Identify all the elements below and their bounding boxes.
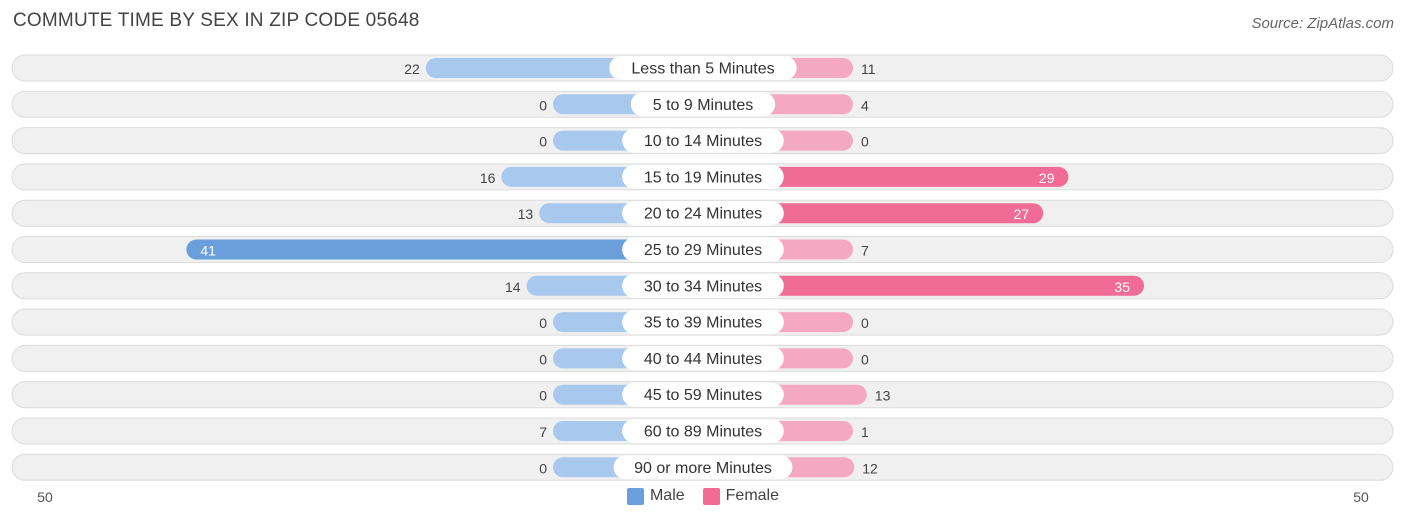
legend-item-female: Female: [702, 487, 780, 505]
category-label: Less than 5 Minutes: [631, 61, 774, 78]
category-label: 20 to 24 Minutes: [644, 206, 762, 223]
category-label-pill: [622, 273, 784, 298]
male-value-label: 16: [480, 170, 496, 186]
male-value-label: 22: [404, 61, 420, 77]
category-label-pill: [622, 310, 784, 335]
male-value-label: 0: [539, 388, 547, 404]
category-label-pill: [622, 201, 784, 226]
category-label: 60 to 89 Minutes: [644, 424, 762, 441]
male-bar: [186, 239, 703, 260]
legend-female-label: Female: [725, 487, 780, 504]
female-value-label: 11: [861, 61, 876, 77]
female-value-label: 13: [875, 388, 891, 404]
female-value-label: 7: [861, 243, 869, 259]
female-bar: [703, 203, 1044, 224]
female-value-label: 1: [861, 424, 869, 440]
category-label-pill: [622, 128, 784, 153]
female-value-label: 0: [861, 351, 869, 367]
male-value-label: 0: [539, 460, 547, 476]
female-value-label: 12: [862, 460, 878, 476]
category-label: 5 to 9 Minutes: [653, 97, 754, 114]
category-label-pill: [622, 419, 784, 443]
category-label-pill: [622, 346, 784, 371]
category-label: 35 to 39 Minutes: [644, 315, 762, 332]
category-label-pill: [609, 56, 797, 80]
female-value-label: 0: [861, 134, 869, 150]
legend: Male Female: [0, 487, 1406, 505]
category-label-pill: [622, 237, 784, 262]
category-label: 45 to 59 Minutes: [644, 387, 762, 404]
male-value-label: 41: [200, 243, 216, 259]
category-label-pill: [622, 164, 784, 189]
category-label: 15 to 19 Minutes: [644, 169, 762, 186]
female-bar: [703, 275, 1144, 296]
category-label-pill: [613, 455, 793, 480]
male-value-label: 0: [539, 97, 547, 113]
category-label: 25 to 29 Minutes: [644, 242, 762, 259]
male-value-label: 13: [518, 206, 534, 222]
chart-title: COMMUTE TIME BY SEX IN ZIP CODE 05648: [13, 10, 420, 31]
female-value-label: 4: [861, 97, 869, 113]
axis-left-label: 50: [37, 489, 53, 505]
male-value-label: 0: [539, 134, 547, 150]
category-label-pill: [622, 382, 784, 407]
male-value-label: 0: [539, 351, 547, 367]
female-value-label: 27: [1014, 206, 1030, 222]
male-value-label: 0: [539, 315, 547, 331]
female-value-label: 29: [1039, 170, 1055, 186]
male-swatch: [626, 487, 644, 505]
male-value-label: 14: [505, 279, 521, 295]
female-bar: [703, 166, 1069, 187]
source-label: Source: ZipAtlas.com: [1251, 15, 1394, 32]
male-value-label: 7: [539, 424, 547, 440]
female-value-label: 0: [861, 315, 869, 331]
category-label: 30 to 34 Minutes: [644, 278, 762, 295]
axis-right-label: 50: [1353, 489, 1369, 505]
category-label: 10 to 14 Minutes: [644, 133, 762, 150]
category-label: 40 to 44 Minutes: [644, 351, 762, 368]
female-swatch: [702, 487, 720, 505]
legend-male-label: Male: [649, 487, 685, 504]
female-value-label: 35: [1114, 279, 1130, 295]
category-label: 90 or more Minutes: [634, 460, 772, 477]
category-label-pill: [630, 92, 776, 117]
legend-item-male: Male: [626, 487, 685, 505]
